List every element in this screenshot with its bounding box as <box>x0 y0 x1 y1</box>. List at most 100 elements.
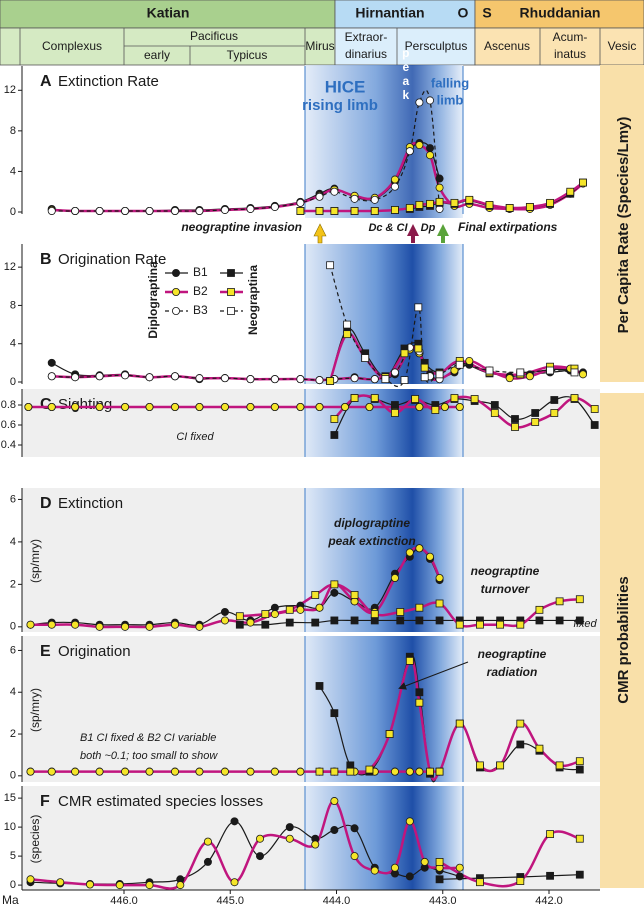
zone-label: Complexus <box>42 39 102 53</box>
circle-marker <box>415 767 424 776</box>
circle-marker <box>255 834 264 843</box>
square-marker <box>285 618 294 627</box>
circle-marker <box>390 573 399 582</box>
square-marker <box>426 767 434 776</box>
legend-label: B2 <box>193 284 208 298</box>
y-tick-label: 0.8 <box>1 399 16 411</box>
x-tick-label: 442.0 <box>535 895 563 907</box>
circle-marker <box>220 607 229 616</box>
circle-marker <box>71 620 80 629</box>
square-marker <box>516 877 525 885</box>
annotation: neograptine invasion <box>181 220 302 234</box>
circle-marker <box>47 358 56 367</box>
circle-marker <box>203 837 212 846</box>
circle-marker <box>405 817 414 826</box>
square-marker <box>400 376 409 384</box>
square-marker <box>535 616 544 625</box>
y-tick-label: 5 <box>10 850 16 862</box>
annotation: peak <box>399 46 413 102</box>
square-marker <box>590 405 599 413</box>
y-tick-label: 0 <box>10 621 16 633</box>
circle-marker <box>270 767 279 776</box>
circle-marker <box>176 881 185 890</box>
square-marker <box>496 620 505 629</box>
circle-marker <box>390 175 399 184</box>
circle-marker <box>195 374 204 383</box>
square-marker <box>575 616 584 625</box>
annotation: radiation <box>487 665 538 679</box>
square-marker <box>346 767 355 776</box>
zone-label: inatus <box>554 47 586 61</box>
circle-marker <box>145 881 154 890</box>
circle-marker <box>370 195 379 204</box>
panel-letter: B <box>40 251 52 268</box>
circle-marker <box>170 620 179 629</box>
circle-marker <box>71 373 80 382</box>
y-tick-label: 8 <box>10 299 16 311</box>
square-marker <box>370 616 379 625</box>
annotation: B1 CI fixed & B2 CI variable <box>80 732 216 744</box>
y-tick-label: 0.4 <box>1 439 16 451</box>
stage-label: Rhuddanian <box>520 5 601 21</box>
square-marker <box>296 207 305 215</box>
circle-marker <box>296 402 305 411</box>
hice-band <box>305 636 463 782</box>
circle-marker <box>170 206 179 215</box>
circle-marker <box>311 840 320 849</box>
square-marker <box>535 605 544 614</box>
y-tick-label: 4 <box>10 686 16 698</box>
square-marker <box>261 620 270 629</box>
circle-marker <box>230 878 239 887</box>
zone-label: dinarius <box>345 47 387 61</box>
circle-marker <box>405 872 414 881</box>
panel-title: Extinction Rate <box>58 73 159 90</box>
annotation: CI fixed <box>176 431 214 443</box>
side-panel: Per Capita Rate (Species/Lmy) CMR probab… <box>600 65 644 888</box>
timescale-header: Katian Hirnantian O S Rhuddanian Complex… <box>0 0 644 66</box>
stage-label: O <box>458 5 469 21</box>
circle-marker <box>330 797 339 806</box>
square-marker <box>350 394 359 402</box>
annotation: neograptine <box>478 647 547 661</box>
circle-marker <box>415 141 424 150</box>
circle-marker <box>170 402 179 411</box>
circle-marker <box>370 866 379 875</box>
y-tick-label: 4 <box>10 536 16 548</box>
circle-marker <box>315 402 324 411</box>
square-marker <box>405 656 414 665</box>
square-marker <box>343 330 352 339</box>
circle-marker <box>579 370 588 379</box>
circle-marker <box>270 202 279 211</box>
square-marker <box>455 719 464 728</box>
y-tick-label: 2 <box>10 728 16 740</box>
side-label: CMR probabilities <box>615 576 632 704</box>
zone-box <box>0 27 336 66</box>
annotation: both ~0.1; too small to show <box>80 750 218 762</box>
circle-marker <box>220 374 229 383</box>
circle-marker <box>350 194 359 203</box>
panel-title: Sighting <box>58 396 112 413</box>
square-marker <box>396 608 405 616</box>
legend-group: Neograptina <box>246 265 260 335</box>
square-marker <box>465 195 474 204</box>
square-marker <box>350 591 359 599</box>
square-marker <box>531 418 540 426</box>
circle-marker <box>95 372 104 381</box>
circle-marker <box>246 375 255 384</box>
side-label: Per Capita Rate (Species/Lmy) <box>615 117 632 334</box>
circle-marker <box>350 824 359 833</box>
circle-marker <box>246 618 255 627</box>
circle-marker <box>47 402 56 411</box>
circle-marker <box>296 375 305 384</box>
square-marker <box>420 373 429 382</box>
square-marker <box>511 415 519 423</box>
square-marker <box>330 580 339 589</box>
circle-marker <box>270 402 279 411</box>
annotation: turnover <box>481 582 531 596</box>
square-marker <box>575 834 584 843</box>
square-marker <box>455 360 464 369</box>
square-marker <box>555 616 564 625</box>
square-marker <box>470 395 479 403</box>
y-tick-label: 4 <box>10 165 16 177</box>
